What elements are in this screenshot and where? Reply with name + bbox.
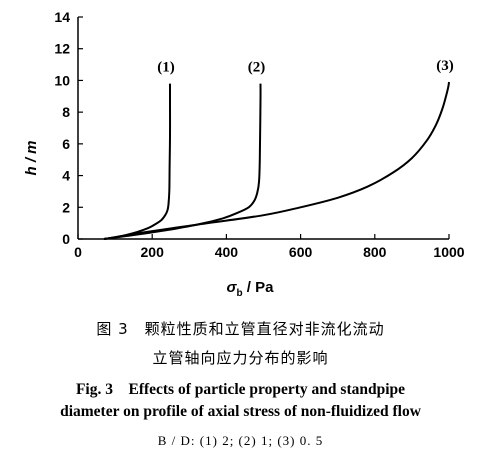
series-label-2: (2) [248, 60, 266, 76]
y-tick-label: 2 [62, 199, 70, 215]
series-labels: (1) (2) (3) [157, 58, 453, 76]
caption-en-line2: diameter on profile of axial stress of n… [60, 403, 421, 420]
y-tick-label: 10 [54, 72, 70, 88]
y-axis-label: h / m [23, 140, 40, 175]
caption-zh-line1: 图 3 颗粒性质和立管直径对非流化流动 [96, 320, 385, 338]
caption-note: B / D: (1) 2; (2) 1; (3) 0. 5 [157, 433, 324, 448]
y-tick-label: 6 [62, 136, 70, 152]
line-chart: 0 2 4 6 8 10 12 14 0 200 400 600 800 1000 (1) (2) (3) h… [23, 9, 465, 299]
y-tick-label: 4 [62, 168, 70, 184]
series-line-3 [103, 81, 450, 240]
series-lines [103, 81, 450, 240]
ticks: 0 2 4 6 8 10 12 14 0 200 400 600 800 1000 [54, 9, 464, 260]
caption-zh-line2: 立管轴向应力分布的影响 [152, 349, 329, 367]
y-tick-label: 12 [54, 41, 70, 57]
x-axis-label-symbol: σ [227, 279, 238, 296]
x-tick-label: 400 [215, 244, 239, 260]
series-line-1 [103, 83, 172, 240]
caption-en-line1: Fig. 3 Effects of particle property and … [75, 381, 406, 398]
y-tick-label: 14 [54, 9, 70, 25]
series-label-3: (3) [436, 58, 454, 74]
x-axis-label-subscript: b [237, 288, 243, 299]
x-axis-label: σb / Pa [227, 279, 275, 299]
y-tick-label: 0 [62, 231, 70, 247]
y-tick-label: 8 [62, 104, 70, 120]
x-tick-label: 0 [74, 244, 82, 260]
series-line-2 [103, 83, 262, 240]
x-tick-label: 600 [289, 244, 313, 260]
series-label-1: (1) [157, 60, 175, 76]
x-tick-label: 200 [141, 244, 165, 260]
x-axis-label-unit: / Pa [243, 279, 275, 296]
x-tick-label: 1000 [433, 244, 464, 260]
axes [77, 17, 449, 240]
x-tick-label: 800 [363, 244, 387, 260]
